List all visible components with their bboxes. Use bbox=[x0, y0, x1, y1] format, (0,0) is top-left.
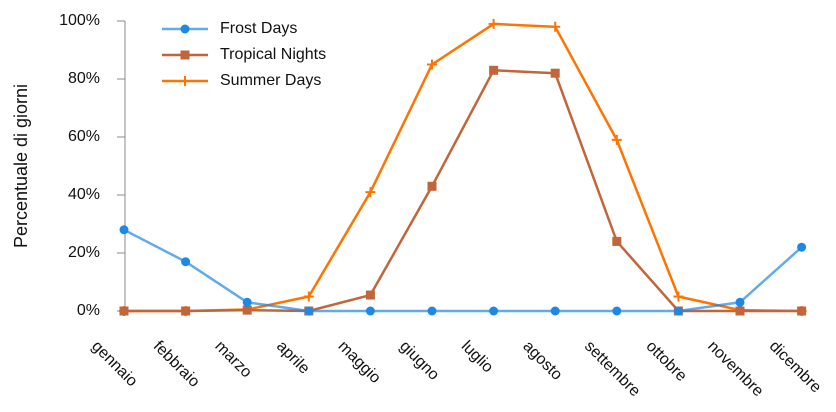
x-tick-label: luglio bbox=[458, 338, 497, 377]
marker bbox=[488, 18, 499, 29]
marker bbox=[180, 24, 190, 34]
marker bbox=[427, 306, 437, 316]
marker bbox=[489, 306, 499, 316]
marker bbox=[180, 50, 190, 60]
marker bbox=[303, 291, 314, 302]
series bbox=[119, 18, 807, 316]
y-tick-label: 20% bbox=[68, 244, 100, 261]
marker bbox=[612, 306, 622, 316]
legend-label: Frost Days bbox=[220, 20, 297, 37]
marker bbox=[612, 236, 622, 246]
legend-label: Tropical Nights bbox=[220, 46, 326, 63]
marker bbox=[242, 297, 252, 307]
marker bbox=[119, 306, 129, 316]
y-tick-label: 0% bbox=[77, 302, 100, 319]
marker bbox=[181, 306, 191, 316]
marker bbox=[180, 76, 190, 86]
marker bbox=[550, 306, 560, 316]
y-axis-label: Percentuale di giorni bbox=[11, 84, 31, 248]
x-tick-label: febbraio bbox=[150, 338, 203, 391]
marker bbox=[365, 290, 375, 300]
x-tick-label: giugno bbox=[396, 338, 442, 384]
marker bbox=[673, 306, 683, 316]
series-line bbox=[123, 228, 803, 313]
x-tick-label: marzo bbox=[211, 338, 255, 382]
x-tick-label: settembre bbox=[581, 338, 643, 400]
marker bbox=[735, 297, 745, 307]
y-tick-label: 40% bbox=[68, 186, 100, 203]
marker bbox=[365, 306, 375, 316]
marker bbox=[427, 59, 437, 70]
marker bbox=[304, 306, 314, 316]
marker bbox=[119, 225, 129, 235]
x-tick-label: gennaio bbox=[88, 338, 140, 390]
x-tick-label: agosto bbox=[519, 338, 565, 384]
marker bbox=[489, 65, 499, 75]
marker bbox=[242, 305, 252, 315]
marker bbox=[673, 291, 684, 302]
y-tick-label: 100% bbox=[59, 12, 100, 29]
x-tick-label: maggio bbox=[335, 338, 384, 387]
marker bbox=[735, 306, 745, 316]
series-line bbox=[124, 22, 802, 313]
series bbox=[119, 225, 807, 316]
x-tick-label: dicembre bbox=[766, 338, 825, 397]
marker bbox=[427, 181, 437, 191]
y-tick-label: 60% bbox=[68, 128, 100, 145]
y-tick-label: 80% bbox=[68, 70, 100, 87]
marker bbox=[797, 306, 807, 316]
marker bbox=[550, 21, 561, 32]
legend-label: Summer Days bbox=[220, 72, 321, 89]
x-tick-label: aprile bbox=[273, 338, 313, 378]
series-line bbox=[124, 69, 802, 313]
marker bbox=[797, 242, 807, 252]
x-tick-label: ottobre bbox=[643, 338, 690, 385]
x-tick-label: novembre bbox=[704, 338, 766, 400]
series bbox=[119, 65, 807, 316]
marker bbox=[365, 187, 376, 198]
marker bbox=[611, 134, 622, 145]
marker bbox=[550, 68, 560, 78]
marker bbox=[181, 257, 191, 267]
